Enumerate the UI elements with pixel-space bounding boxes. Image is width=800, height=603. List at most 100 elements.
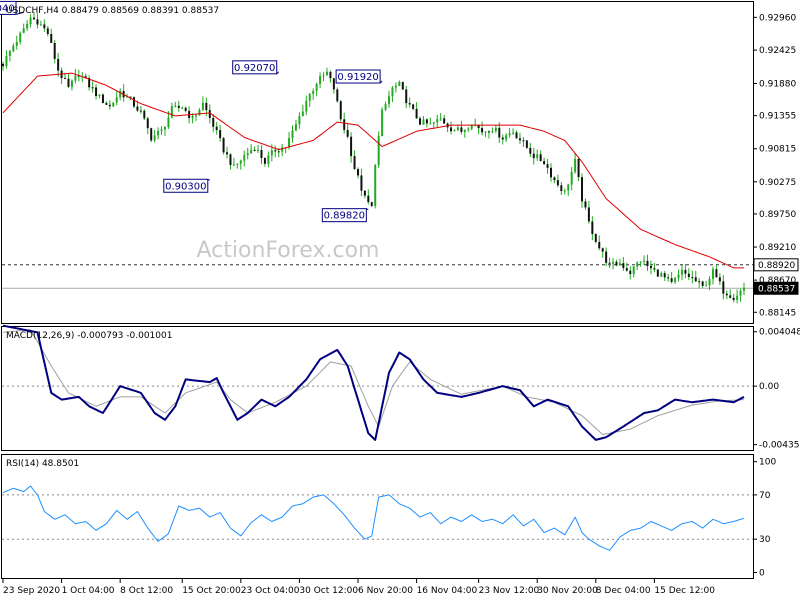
candle-body — [8, 51, 11, 56]
candle-body — [625, 268, 628, 271]
x-axis-tick-label: 23 Sep 2020 — [3, 586, 60, 596]
candle-body — [212, 117, 215, 127]
candle-body — [157, 131, 160, 136]
candle-body — [263, 158, 266, 164]
price-annotation-label: 0.93040 — [0, 3, 15, 14]
candle-body — [412, 104, 415, 109]
price-axis-tick-label: 0.91880 — [759, 79, 796, 89]
candle-body — [505, 135, 508, 140]
candle-body — [356, 169, 359, 176]
candle-body — [594, 234, 597, 242]
candle-body — [743, 287, 745, 291]
price-axis-tick-label: 0.90275 — [759, 178, 796, 188]
price-marker-box — [753, 258, 799, 272]
price-axis-tick-label: 0.92960 — [759, 13, 796, 23]
candle-body — [291, 130, 294, 139]
candle-body — [226, 152, 229, 155]
candle-body — [167, 117, 170, 128]
candle-body — [622, 263, 625, 269]
candle-body — [587, 207, 590, 222]
candle-body — [605, 251, 608, 263]
candle-body — [601, 248, 604, 252]
candle-body — [501, 137, 504, 140]
candle-body — [112, 102, 115, 107]
price-axis-tick-label: 0.90815 — [759, 145, 796, 155]
price-annotation-label: 0.90300 — [165, 181, 206, 192]
candle-body — [201, 102, 204, 110]
candle-body — [546, 164, 549, 168]
candle-body — [360, 175, 363, 191]
candle-body — [294, 124, 297, 131]
candle-body — [388, 96, 391, 105]
candle-body — [567, 184, 570, 191]
candle-body — [532, 153, 535, 159]
candle-body — [70, 80, 73, 87]
candle-body — [298, 116, 301, 125]
candle-body — [322, 75, 325, 77]
price-panel-header: USDCHF,H4 0.88479 0.88569 0.88391 0.8853… — [6, 6, 219, 16]
price-annotation-leader — [366, 208, 369, 211]
candle-body — [570, 171, 573, 185]
candle-body — [453, 130, 456, 132]
candle-body — [19, 32, 22, 43]
candle-body — [660, 273, 663, 277]
price-annotation-box — [232, 60, 278, 75]
candle-body — [591, 221, 594, 235]
candle-body — [649, 265, 652, 269]
candle-body — [5, 55, 8, 67]
candle-body — [729, 295, 732, 298]
x-axis-tick-label: 30 Nov 20:00 — [537, 586, 598, 596]
candle-body — [691, 277, 694, 279]
rsi-panel-frame — [1, 454, 754, 579]
candle-body — [195, 115, 198, 117]
candle-body — [160, 129, 163, 132]
candle-body — [612, 261, 615, 264]
price-annotation-box — [163, 178, 209, 193]
candle-body — [377, 136, 380, 166]
candle-body — [539, 154, 542, 162]
candle-body — [343, 119, 346, 130]
price-annotation-leader — [15, 11, 24, 15]
candle-body — [529, 147, 532, 154]
candle-body — [205, 102, 208, 111]
x-axis-tick-label: 23 Oct 04:00 — [241, 586, 300, 596]
price-annotation-label: 0.92070 — [234, 63, 275, 74]
candle-body — [549, 167, 552, 178]
candle-body — [667, 277, 670, 279]
candle-body — [257, 149, 260, 151]
candle-body — [2, 63, 4, 67]
candle-body — [312, 90, 315, 94]
candle-body — [250, 149, 253, 154]
candle-body — [722, 281, 725, 294]
candle-body — [29, 17, 32, 25]
candle-body — [684, 269, 687, 274]
candle-body — [718, 277, 721, 282]
candle-body — [67, 78, 70, 87]
candle-body — [43, 24, 46, 29]
candle-body — [508, 133, 511, 136]
candle-body — [132, 97, 135, 107]
candle-body — [477, 124, 480, 129]
candle-body — [715, 269, 718, 278]
candle-body — [663, 273, 666, 278]
candle-body — [15, 42, 18, 46]
candle-body — [487, 131, 490, 133]
candle-body — [105, 102, 108, 105]
candle-body — [456, 127, 459, 131]
price-axis-tick-label: 0.88145 — [759, 308, 796, 318]
candle-body — [184, 107, 187, 111]
candle-body — [425, 119, 428, 124]
candle-body — [615, 261, 618, 266]
macd-axis-tick-label: 0.004048 — [759, 328, 800, 338]
candle-body — [608, 262, 611, 264]
candle-body — [74, 75, 77, 81]
candle-body — [50, 33, 53, 43]
candle-body — [636, 262, 639, 267]
candle-body — [618, 263, 621, 266]
price-annotation-box — [335, 69, 381, 84]
candle-body — [33, 17, 36, 20]
candle-body — [198, 109, 201, 116]
rsi-axis-tick-label: 100 — [759, 458, 776, 468]
candle-body — [484, 131, 487, 133]
